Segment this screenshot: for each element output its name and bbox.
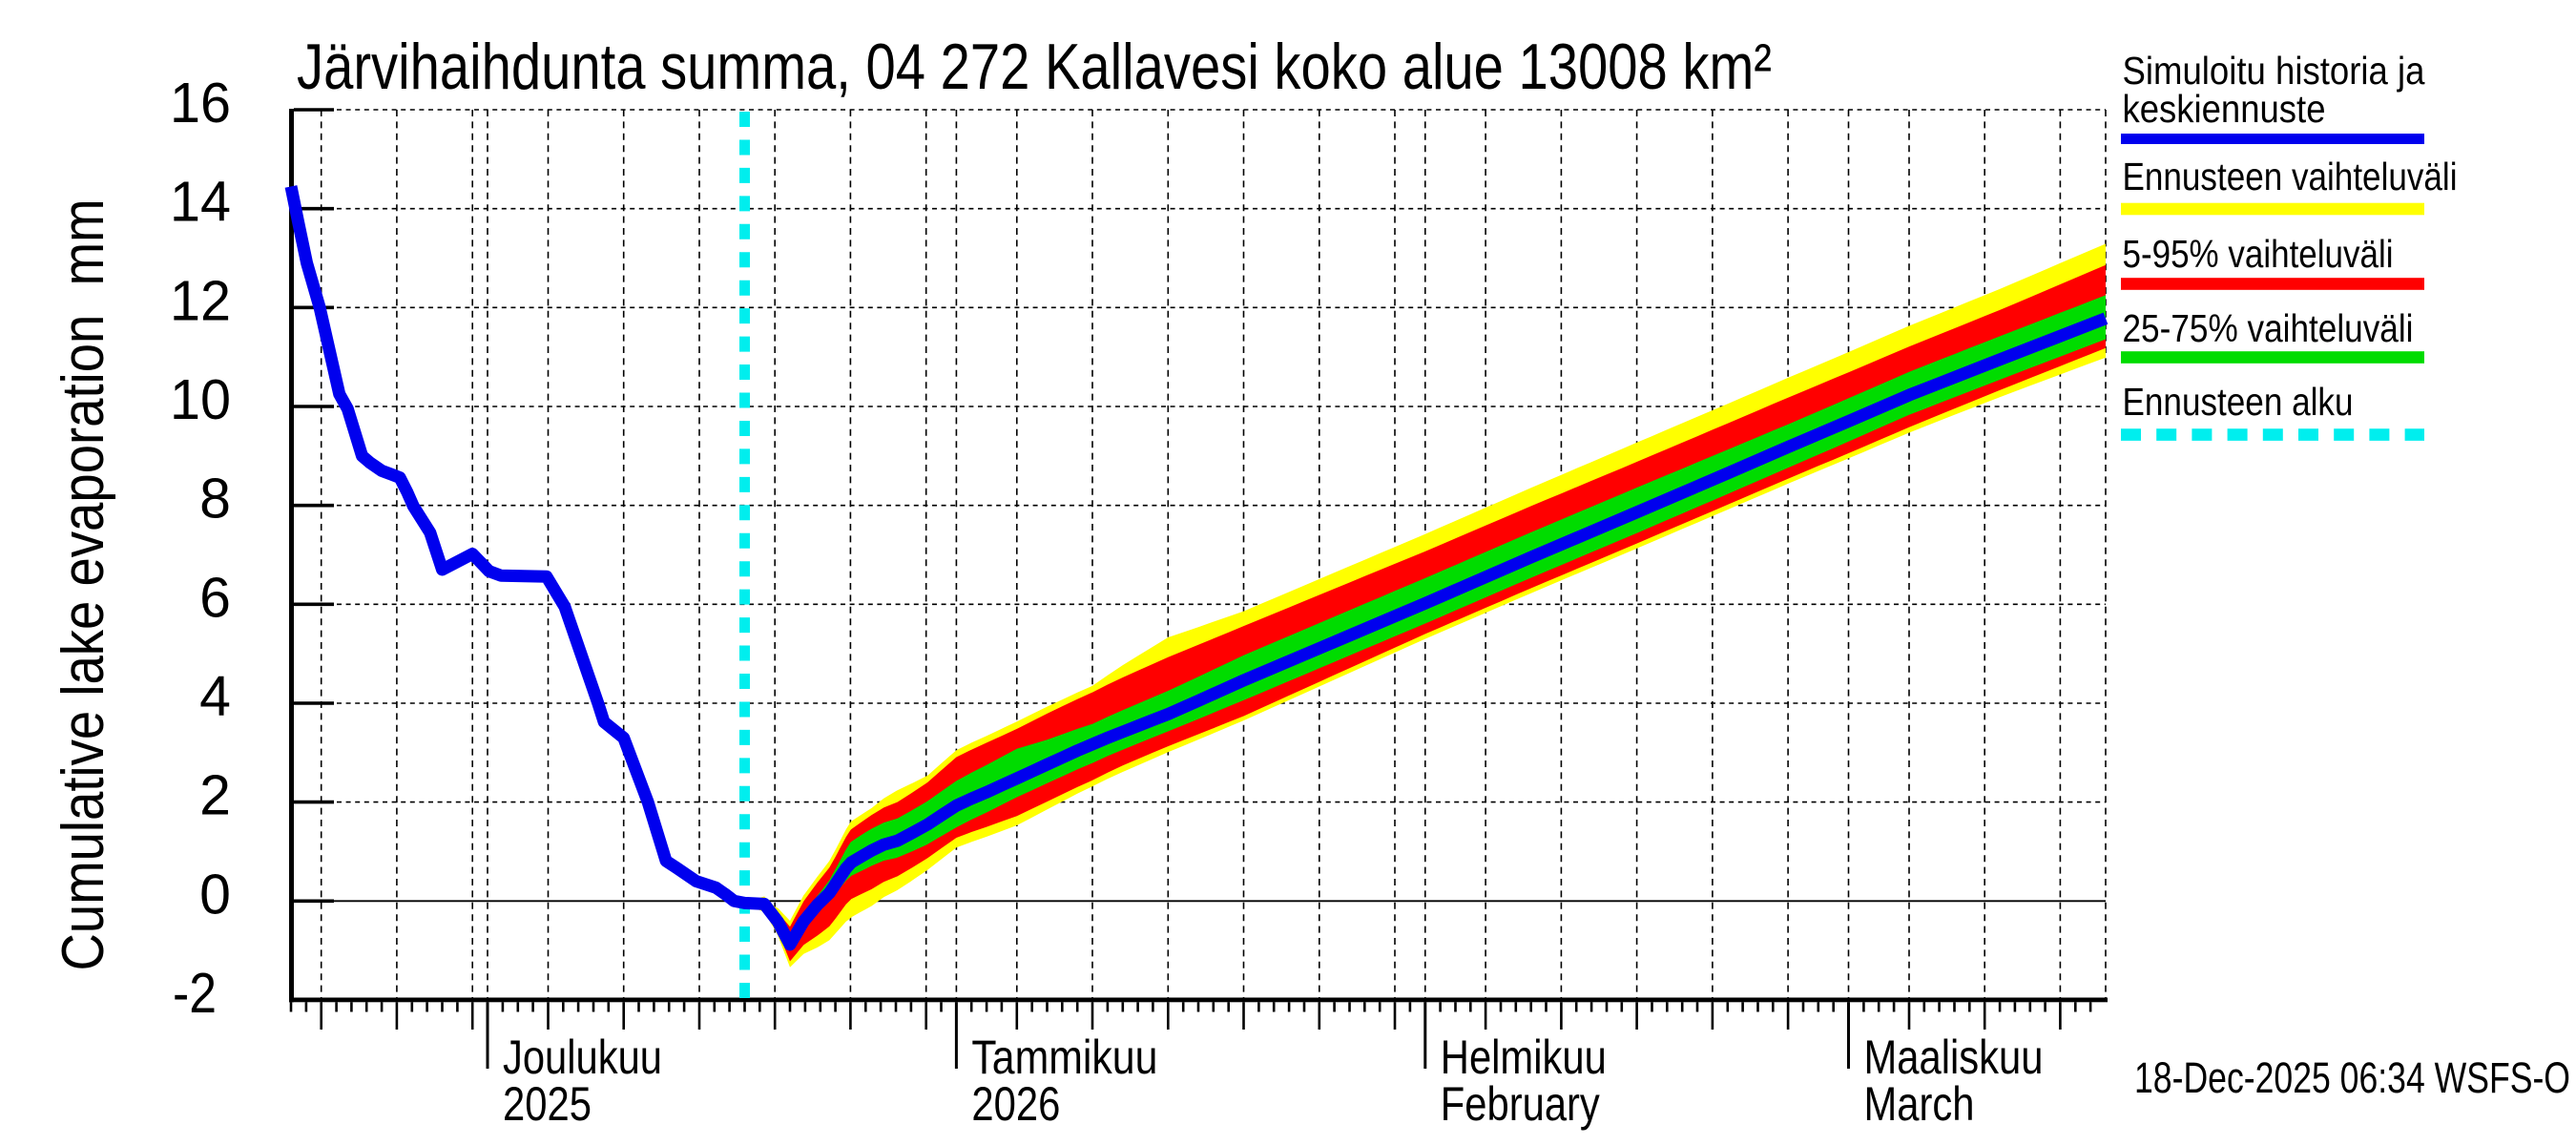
svg-text:Joulukuu: Joulukuu <box>503 1030 662 1084</box>
svg-text:8: 8 <box>199 468 231 531</box>
svg-text:6: 6 <box>199 566 231 629</box>
svg-text:4: 4 <box>199 665 231 728</box>
svg-text:keskiennuste: keskiennuste <box>2123 87 2326 131</box>
svg-text:Ennusteen vaihteluväli: Ennusteen vaihteluväli <box>2123 155 2458 198</box>
svg-text:2026: 2026 <box>971 1077 1060 1131</box>
svg-text:March: March <box>1864 1077 1975 1131</box>
svg-text:14: 14 <box>170 171 231 234</box>
svg-text:18-Dec-2025 06:34 WSFS-O: 18-Dec-2025 06:34 WSFS-O <box>2134 1053 2570 1102</box>
svg-text:Järvihaihdunta summa, 04 272 K: Järvihaihdunta summa, 04 272 Kallavesi k… <box>297 31 1772 103</box>
svg-text:10: 10 <box>170 368 231 431</box>
svg-text:0: 0 <box>199 863 231 926</box>
svg-text:5-95% vaihteluväli: 5-95% vaihteluväli <box>2123 232 2394 276</box>
svg-text:25-75% vaihteluväli: 25-75% vaihteluväli <box>2123 306 2414 350</box>
svg-text:2025: 2025 <box>503 1077 592 1131</box>
svg-text:Ennusteen alku: Ennusteen alku <box>2123 380 2354 424</box>
svg-text:Cumulative lake evaporation m: Cumulative lake evaporation mm <box>51 199 116 971</box>
svg-text:Tammikuu: Tammikuu <box>971 1030 1157 1084</box>
svg-text:12: 12 <box>170 269 231 332</box>
svg-text:2: 2 <box>199 764 231 827</box>
svg-text:Helmikuu: Helmikuu <box>1441 1030 1607 1084</box>
svg-text:16: 16 <box>170 72 231 135</box>
svg-text:Maaliskuu: Maaliskuu <box>1864 1030 2044 1084</box>
svg-text:Simuloitu historia ja: Simuloitu historia ja <box>2123 49 2425 93</box>
svg-text:February: February <box>1441 1077 1600 1131</box>
svg-text:-2: -2 <box>173 962 217 1025</box>
